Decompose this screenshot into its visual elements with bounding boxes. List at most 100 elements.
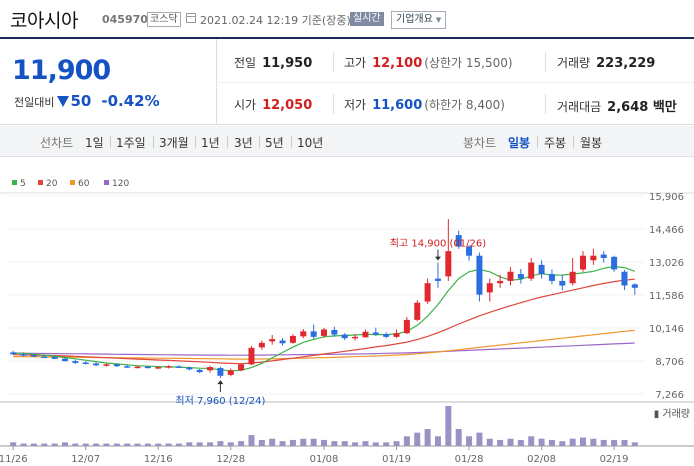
cell-divider — [545, 52, 546, 72]
legend-label: 20 — [46, 179, 58, 189]
candle — [569, 258, 576, 286]
summary-row-divider — [216, 82, 694, 83]
volume-bar — [217, 441, 224, 446]
candle-body — [51, 357, 58, 359]
volume-bar — [434, 436, 441, 446]
volume-bar — [113, 443, 120, 446]
candle-body — [372, 332, 379, 335]
candle-body — [497, 280, 504, 284]
amount-value: 2,648 백만 — [607, 100, 677, 115]
tab-1y[interactable]: 1년 — [201, 136, 220, 150]
tab-3y[interactable]: 3년 — [234, 136, 253, 150]
candle-body — [383, 334, 390, 337]
candle-body — [393, 333, 400, 337]
candle-body — [631, 284, 638, 288]
volume-bar — [393, 441, 400, 446]
candle — [372, 327, 379, 336]
tab-divider — [259, 136, 260, 148]
volume-bar — [445, 406, 452, 446]
candle — [175, 365, 182, 369]
x-tick-label: 12/16 — [144, 454, 173, 465]
tab-10y[interactable]: 10년 — [297, 136, 324, 150]
volume-bar — [207, 442, 214, 446]
volume-bar — [300, 438, 307, 446]
candle — [103, 363, 110, 367]
tab-monthly[interactable]: 월봉 — [580, 136, 603, 150]
candle — [227, 368, 234, 377]
volume-bar — [103, 443, 110, 446]
volume-bar — [155, 443, 162, 446]
volume-bar — [466, 436, 473, 446]
candle — [321, 327, 327, 338]
lower-limit: (하한가 8,400) — [424, 98, 505, 112]
candle-body — [258, 342, 265, 348]
stock-code: 045970 — [102, 13, 148, 26]
candle — [248, 346, 255, 366]
volume-bar — [72, 443, 79, 446]
candle — [331, 326, 338, 337]
candle-body — [362, 331, 369, 338]
volume-bar — [383, 442, 390, 446]
volume-bar — [403, 436, 410, 446]
candle-body — [434, 278, 441, 281]
tab-divider — [537, 136, 538, 148]
candle-body — [331, 329, 338, 335]
stock-header: 코아시아 045970 코스닥 2021.02.24 12:19 기준(장중) … — [0, 0, 694, 38]
volume-bar — [548, 439, 555, 446]
candle-body — [321, 329, 327, 336]
ma-line-120 — [13, 342, 635, 356]
candle — [455, 230, 462, 249]
candle-body — [403, 319, 410, 334]
stock-name: 코아시아 — [10, 10, 78, 32]
volume-bar — [30, 443, 37, 446]
candle-body — [82, 362, 89, 365]
low-cell: 저가 11,600 (하한가 8,400) — [344, 96, 505, 113]
candle — [61, 357, 68, 362]
open-label: 시가 — [234, 98, 257, 112]
candle-body — [30, 355, 37, 357]
volume-bar — [372, 442, 379, 446]
volume-bar — [476, 432, 483, 446]
candle-body — [207, 367, 214, 371]
volume-bar — [507, 438, 514, 446]
candle-body — [455, 235, 462, 247]
tab-1d[interactable]: 1일 — [85, 136, 104, 150]
candle-body — [538, 264, 545, 275]
candle-body — [341, 334, 348, 339]
candle — [258, 340, 265, 350]
volume-bar — [82, 443, 89, 446]
tab-5y[interactable]: 5년 — [265, 136, 284, 150]
candle — [538, 260, 545, 279]
candle-body — [517, 274, 524, 279]
tab-1w[interactable]: 1주일 — [116, 136, 146, 150]
cell-divider — [545, 94, 546, 114]
candle — [548, 269, 555, 285]
candle — [631, 283, 638, 295]
volume-bar — [621, 439, 628, 446]
high-pointer-arrow-icon — [434, 256, 441, 261]
candle — [82, 361, 89, 365]
tab-divider — [291, 136, 292, 148]
tab-divider — [153, 136, 154, 148]
volume-bar — [279, 441, 286, 446]
company-overview-dropdown[interactable]: 기업개요 ▼ — [391, 11, 447, 29]
candle — [424, 278, 431, 304]
high-annotation: 최고 14,900 (01/26) — [390, 238, 486, 250]
volume-bar — [289, 439, 296, 446]
line-chart-label: 선차트 — [40, 136, 74, 150]
volume-bar — [165, 443, 172, 446]
legend-swatch — [104, 180, 109, 185]
price-summary: 11,900 전일대비 50 -0.42% 전일 11,950 고가 12,100 (상한… — [0, 39, 694, 125]
tab-weekly[interactable]: 주봉 — [544, 136, 567, 150]
tab-3m[interactable]: 3개월 — [159, 136, 189, 150]
low-annotation: 최저 7,960 (12/24) — [175, 395, 265, 407]
tab-daily[interactable]: 일봉 — [508, 136, 531, 150]
candle — [279, 338, 286, 346]
volume-bar — [455, 429, 462, 446]
x-tick-label: 12/07 — [71, 454, 100, 465]
realtime-button[interactable]: 실시간 — [350, 12, 384, 26]
upper-limit: (상한가 15,500) — [424, 56, 513, 70]
volume-bar — [248, 435, 255, 446]
volume-bar — [175, 443, 182, 446]
volume-bar — [341, 441, 348, 446]
